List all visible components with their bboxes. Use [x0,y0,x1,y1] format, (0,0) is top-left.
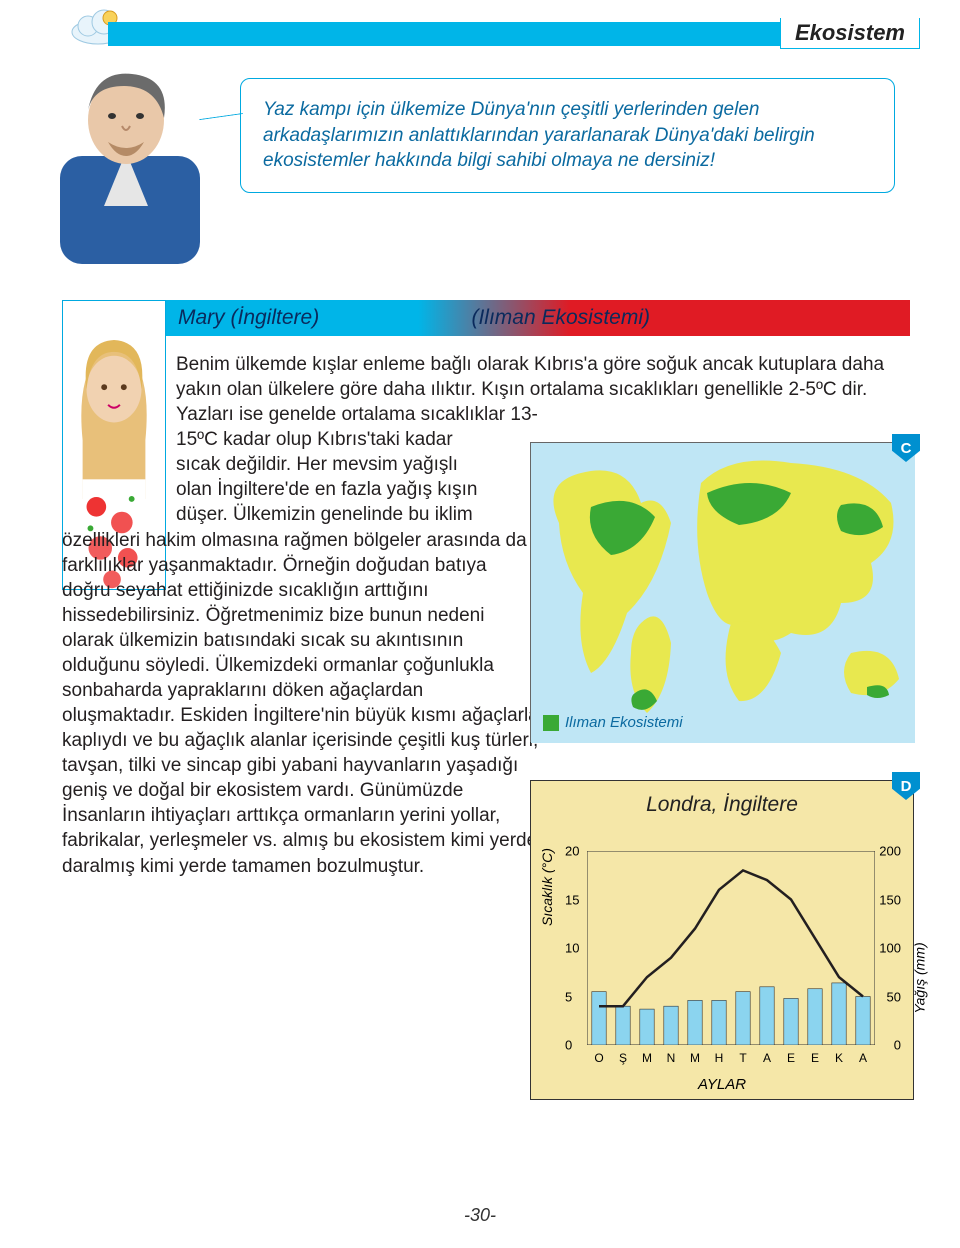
xtick: E [811,1051,819,1065]
profile-ecosystem: (Ilıman Ekosistemi) [471,306,650,330]
chart-plot [587,851,875,1045]
paragraph-2: 15ºC kadar olup Kıbrıs'taki kadar sıcak … [176,427,480,527]
ytick-right: 100 [879,941,901,956]
xtick: M [690,1051,700,1065]
xtick: N [667,1051,676,1065]
header-title: Ekosistem [780,18,920,49]
y-axis-right-label: Yağış (mm) [911,943,927,1014]
teacher-illustration [36,56,218,266]
legend-text: Ilıman Ekosistemi [565,714,683,731]
ytick-left: 0 [565,1038,572,1053]
x-axis-label: AYLAR [531,1076,913,1093]
xtick: A [763,1051,771,1065]
climate-chart: Londra, İngiltere Sıcaklık (°C) Yağış (m… [530,780,914,1100]
ytick-right: 50 [887,989,901,1004]
speech-bubble: Yaz kampı için ülkemize Dünya'nın çeşitl… [240,78,895,193]
profile-name: Mary (İngiltere) [178,306,319,330]
map-legend: Ilıman Ekosistemi [543,714,683,731]
speech-text: Yaz kampı için ülkemize Dünya'nın çeşitl… [263,99,815,171]
paragraph-1: Benim ülkemde kışlar enleme bağlı olarak… [176,352,914,427]
ytick-left: 20 [565,844,579,859]
legend-swatch [543,715,559,731]
xtick: A [859,1051,867,1065]
xtick: O [594,1051,603,1065]
page-number: -30- [0,1205,960,1226]
paragraph-3: özellikleri hakim olmasına rağmen bölgel… [62,528,539,879]
ytick-right: 0 [894,1038,901,1053]
ytick-right: 200 [879,844,901,859]
ytick-left: 10 [565,941,579,956]
ytick-left: 15 [565,892,579,907]
profile-band: Mary (İngiltere) (Ilıman Ekosistemi) [62,300,910,336]
xtick: T [739,1051,746,1065]
ytick-left: 5 [565,989,572,1004]
xtick: Ş [619,1051,627,1065]
xtick: M [642,1051,652,1065]
xtick: H [715,1051,724,1065]
map-svg [531,443,915,743]
xtick: E [787,1051,795,1065]
xtick: K [835,1051,843,1065]
y-axis-left-label: Sıcaklık (°C) [539,849,555,927]
ytick-right: 150 [879,892,901,907]
chart-title: Londra, İngiltere [531,793,913,817]
world-map: Ilıman Ekosistemi [530,442,914,742]
header-bar: Ekosistem [108,22,920,46]
